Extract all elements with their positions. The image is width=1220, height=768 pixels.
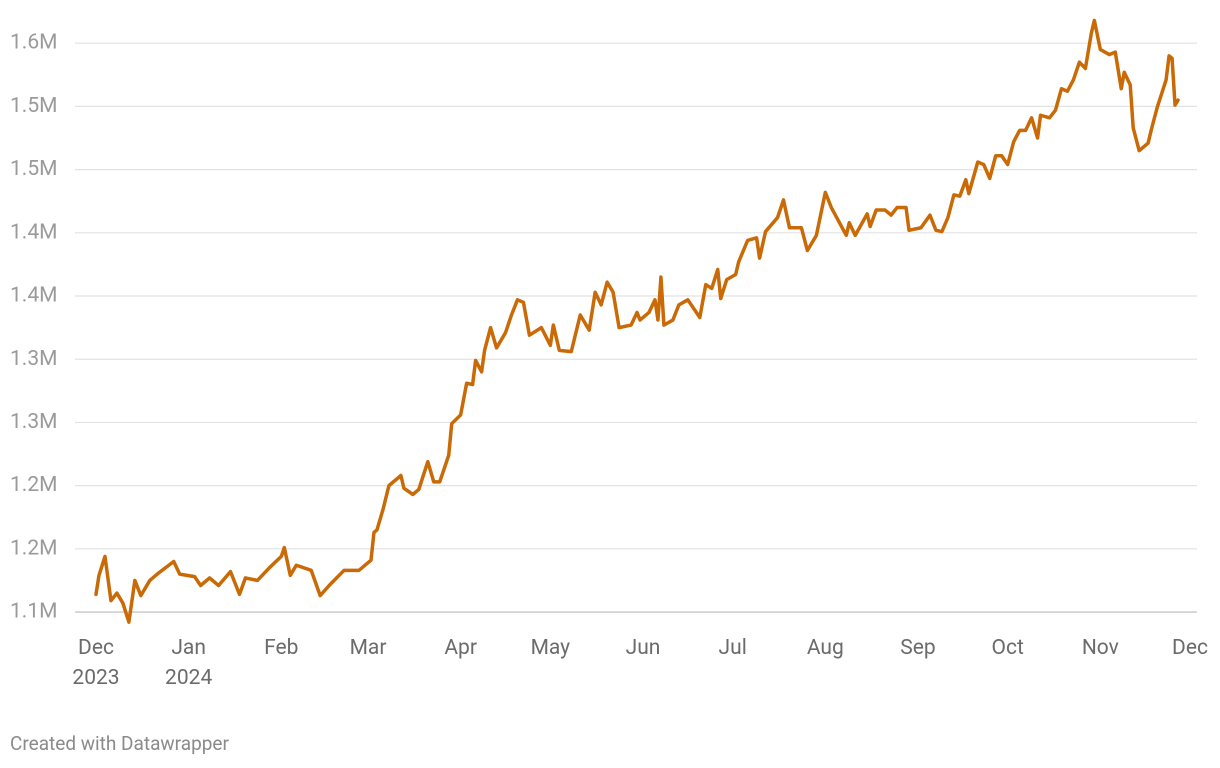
x-tick-label: Jan 2024 (165, 636, 212, 690)
x-tick-label: Aug (807, 636, 844, 660)
x-tick-label: Oct (992, 636, 1024, 660)
y-tick-label: 1.3M (10, 347, 57, 371)
x-tick-label: Feb (264, 636, 298, 660)
y-tick-label: 1.4M (10, 284, 57, 308)
line (94, 18, 1180, 624)
y-tick-label: 1.2M (10, 473, 57, 497)
x-tick-label: Jul (719, 636, 747, 660)
x-tick-label: Mar (350, 636, 387, 660)
x-tick-label: Jun (626, 636, 661, 660)
y-tick-label: 1.2M (10, 536, 57, 560)
x-tick-label: Dec 2023 (72, 636, 119, 690)
credit: Created with Datawrapper (10, 732, 229, 755)
x-tick-label: May (531, 636, 571, 660)
x-tick-label: Apr (444, 636, 477, 660)
y-tick-label: 1.3M (10, 410, 57, 434)
y-tick-label: 1.5M (10, 157, 57, 181)
x-tick-label: Nov (1082, 636, 1119, 660)
x-tick-label: Sep (900, 636, 935, 660)
y-tick-label: 1.4M (10, 220, 57, 244)
y-tick-label: 1.5M (10, 94, 57, 118)
y-tick-label: 1.1M (10, 600, 57, 624)
x-tick-label: Dec (1172, 636, 1208, 660)
y-tick-label: 1.6M (10, 31, 57, 55)
